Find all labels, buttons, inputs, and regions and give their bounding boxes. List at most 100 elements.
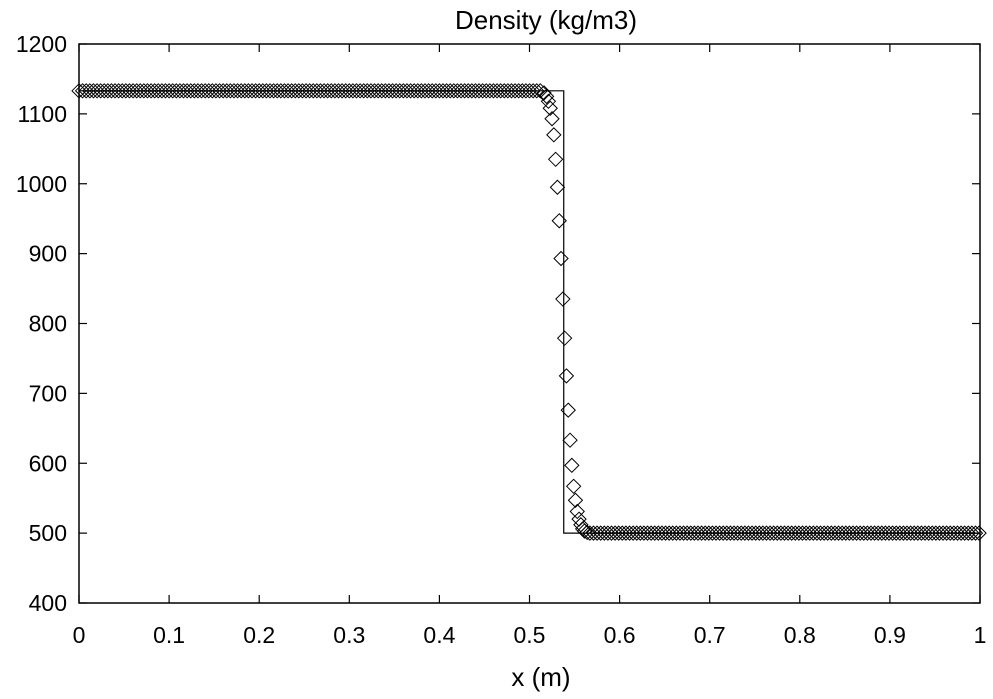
diamond-marker bbox=[100, 83, 116, 99]
diamond-marker bbox=[629, 525, 645, 541]
diamond-marker bbox=[532, 83, 549, 99]
diamond-marker bbox=[820, 525, 836, 541]
diamond-marker bbox=[693, 525, 710, 541]
diamond-marker bbox=[406, 83, 422, 99]
diamond-marker bbox=[417, 83, 433, 99]
diamond-marker bbox=[802, 525, 818, 541]
diamond-marker bbox=[175, 83, 192, 99]
diamond-marker bbox=[798, 525, 814, 541]
diamond-marker bbox=[489, 83, 505, 99]
diamond-marker bbox=[78, 83, 94, 99]
diamond-marker bbox=[478, 83, 494, 99]
diamond-marker bbox=[636, 525, 652, 541]
diamond-marker bbox=[438, 83, 455, 99]
diamond-marker bbox=[280, 83, 296, 99]
diamond-marker bbox=[751, 525, 767, 541]
diamond-marker bbox=[953, 525, 969, 541]
diamond-marker bbox=[503, 83, 520, 99]
diamond-marker bbox=[870, 525, 886, 541]
diamond-marker bbox=[85, 83, 102, 99]
diamond-marker bbox=[931, 525, 948, 541]
diamond-marker bbox=[719, 525, 735, 541]
diamond-marker bbox=[247, 83, 264, 99]
diamond-marker bbox=[121, 83, 138, 99]
diamond-marker bbox=[910, 525, 926, 541]
diamond-marker bbox=[211, 83, 228, 99]
diamond-marker bbox=[704, 525, 721, 541]
diamond-marker bbox=[136, 83, 152, 99]
diamond-marker bbox=[262, 83, 278, 99]
diamond-marker bbox=[413, 83, 430, 99]
diamond-marker bbox=[370, 83, 386, 99]
diamond-marker bbox=[726, 525, 742, 541]
diamond-marker bbox=[938, 525, 955, 541]
diamond-marker bbox=[316, 83, 332, 99]
diamond-marker bbox=[334, 83, 350, 99]
diamond-marker bbox=[589, 525, 605, 541]
diamond-marker bbox=[935, 525, 951, 541]
diamond-marker bbox=[327, 83, 343, 99]
diamond-marker bbox=[283, 83, 300, 99]
diamond-marker bbox=[971, 525, 987, 541]
diamond-marker bbox=[942, 525, 958, 541]
diamond-marker bbox=[540, 93, 557, 110]
diamond-marker bbox=[352, 83, 368, 99]
diamond-marker bbox=[215, 83, 231, 99]
diamond-marker bbox=[298, 83, 314, 99]
diamond-marker bbox=[762, 525, 778, 541]
diamond-marker bbox=[348, 83, 365, 99]
diamond-marker bbox=[567, 492, 584, 508]
diamond-marker bbox=[917, 525, 933, 541]
diamond-marker bbox=[549, 179, 566, 195]
diamond-marker bbox=[888, 525, 904, 541]
diamond-marker bbox=[783, 525, 800, 541]
diamond-marker bbox=[118, 83, 134, 99]
diamond-marker bbox=[265, 83, 282, 99]
diamond-marker bbox=[600, 525, 616, 541]
diamond-marker bbox=[114, 83, 130, 99]
diamond-marker bbox=[780, 525, 796, 541]
diamond-marker bbox=[74, 83, 91, 99]
diamond-marker bbox=[525, 83, 541, 99]
diamond-marker bbox=[769, 525, 785, 541]
plot-frame bbox=[78, 43, 981, 604]
diamond-marker bbox=[621, 525, 638, 541]
diamond-marker bbox=[791, 525, 807, 541]
diamond-marker bbox=[848, 525, 865, 541]
diamond-marker bbox=[103, 83, 120, 99]
diamond-marker bbox=[816, 525, 832, 541]
diamond-marker bbox=[924, 525, 940, 541]
diamond-marker bbox=[460, 83, 476, 99]
diamond-marker bbox=[319, 83, 336, 99]
diamond-marker bbox=[845, 525, 861, 541]
x-tick-label: 0.7 bbox=[694, 622, 726, 648]
diamond-marker bbox=[201, 83, 217, 99]
diamond-marker bbox=[564, 457, 580, 474]
diamond-marker bbox=[755, 525, 771, 541]
diamond-marker bbox=[884, 525, 901, 541]
diamond-marker bbox=[852, 525, 868, 541]
diamond-marker bbox=[866, 525, 883, 541]
diamond-marker bbox=[542, 100, 558, 116]
diamond-marker bbox=[482, 83, 498, 99]
diamond-marker bbox=[420, 83, 437, 99]
diamond-marker bbox=[960, 525, 976, 541]
diamond-marker bbox=[547, 151, 564, 168]
diamond-marker bbox=[356, 83, 372, 99]
diamond-marker bbox=[555, 291, 571, 307]
diamond-marker bbox=[381, 83, 397, 99]
y-tick-label: 1100 bbox=[18, 101, 67, 127]
diamond-marker bbox=[219, 83, 235, 99]
diamond-marker bbox=[874, 525, 890, 541]
diamond-marker bbox=[132, 83, 148, 99]
diamond-marker bbox=[830, 525, 847, 541]
diamond-marker bbox=[881, 525, 897, 541]
diamond-marker bbox=[323, 83, 339, 99]
diamond-marker bbox=[899, 525, 915, 541]
plot-area bbox=[71, 83, 987, 541]
diamond-marker bbox=[226, 83, 242, 99]
diamond-marker bbox=[679, 525, 695, 541]
diamond-marker bbox=[551, 213, 567, 229]
diamond-marker bbox=[337, 83, 354, 99]
